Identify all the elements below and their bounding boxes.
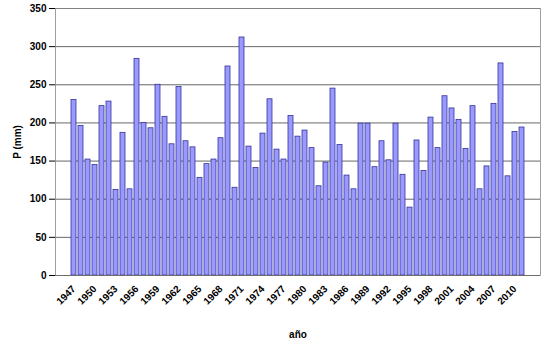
svg-text:1950: 1950 — [75, 283, 99, 307]
svg-text:año: año — [289, 329, 307, 340]
svg-text:1962: 1962 — [159, 283, 183, 307]
svg-text:350: 350 — [30, 3, 47, 14]
svg-text:200: 200 — [30, 117, 47, 128]
svg-text:300: 300 — [30, 41, 47, 52]
svg-text:250: 250 — [30, 79, 47, 90]
svg-text:1998: 1998 — [411, 283, 435, 307]
svg-text:1947: 1947 — [54, 283, 78, 307]
svg-text:2001: 2001 — [432, 283, 456, 307]
svg-text:100: 100 — [30, 193, 47, 204]
svg-text:50: 50 — [35, 232, 47, 243]
svg-text:1983: 1983 — [306, 283, 330, 307]
svg-text:1956: 1956 — [117, 283, 141, 307]
svg-text:1971: 1971 — [222, 283, 246, 307]
svg-text:1959: 1959 — [138, 283, 162, 307]
svg-text:1995: 1995 — [390, 283, 414, 307]
svg-text:1965: 1965 — [180, 283, 204, 307]
svg-text:2007: 2007 — [474, 283, 498, 307]
svg-text:1974: 1974 — [243, 283, 267, 307]
svg-text:1992: 1992 — [369, 283, 393, 307]
svg-text:1953: 1953 — [96, 283, 120, 307]
svg-text:1989: 1989 — [348, 283, 372, 307]
svg-text:1986: 1986 — [327, 283, 351, 307]
svg-text:1980: 1980 — [285, 283, 309, 307]
svg-text:2010: 2010 — [495, 283, 519, 307]
svg-text:P (mm): P (mm) — [12, 125, 23, 159]
svg-text:1977: 1977 — [264, 283, 288, 307]
svg-text:2004: 2004 — [453, 283, 477, 307]
svg-text:0: 0 — [41, 270, 47, 281]
svg-text:1968: 1968 — [201, 283, 225, 307]
svg-text:150: 150 — [30, 155, 47, 166]
